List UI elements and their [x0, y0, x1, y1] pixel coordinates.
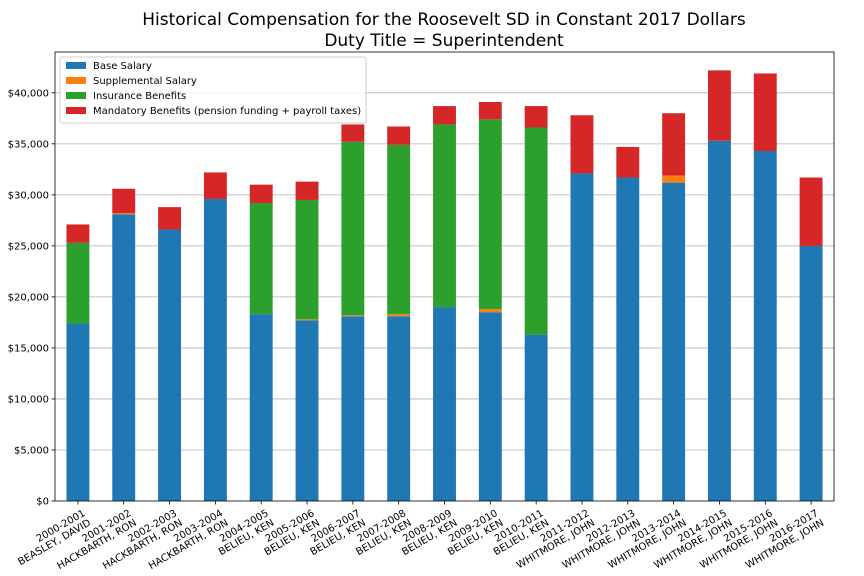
bar-segment — [707, 140, 731, 501]
bar-segment — [249, 184, 273, 204]
legend: Base Salary Supplemental Salary Insurance … — [59, 56, 367, 124]
legend-swatch — [66, 62, 86, 69]
bars — [66, 70, 823, 502]
y-tick-label: $5,000 — [14, 445, 49, 456]
bar-segment — [387, 316, 411, 501]
bar-segment — [341, 315, 365, 317]
bar-segment — [387, 126, 411, 145]
bar-segment — [433, 106, 456, 125]
legend-label: Base Salary — [93, 61, 152, 72]
bar-segment — [387, 314, 411, 317]
bar-segment — [478, 309, 502, 313]
legend-label: Mandatory Benefits (pension funding + pa… — [93, 106, 361, 117]
bar-segment — [524, 334, 548, 501]
bar-segment — [295, 320, 319, 501]
bar-segment — [341, 124, 365, 142]
chart-subtitle: Duty Title = Superintendent — [324, 31, 564, 51]
legend-label: Insurance Benefits — [93, 91, 186, 102]
bar-segment — [433, 307, 456, 501]
bar-segment — [341, 316, 365, 501]
legend-swatch — [66, 92, 86, 99]
bar-segment — [341, 141, 365, 316]
bar-segment — [707, 70, 731, 141]
y-tick-label: $15,000 — [8, 343, 49, 354]
bar-segment — [295, 181, 319, 200]
bar-segment — [66, 323, 90, 501]
chart-title: Historical Compensation for the Roosevel… — [142, 10, 746, 30]
bar-segment — [158, 207, 182, 230]
bar-segment — [112, 213, 136, 215]
bar-segment — [662, 182, 686, 502]
y-tick-label: $30,000 — [8, 190, 49, 201]
bar-segment — [433, 124, 456, 308]
bar-segment — [799, 245, 823, 501]
bar-segment — [387, 144, 411, 315]
y-tick-label: $40,000 — [8, 88, 49, 99]
bar-segment — [662, 113, 686, 176]
y-tick-label: $20,000 — [8, 292, 49, 303]
bar-segment — [524, 127, 548, 335]
legend-label: Supplemental Salary — [93, 76, 197, 87]
bar-segment — [249, 203, 273, 315]
y-tick-label: $25,000 — [8, 241, 49, 252]
legend-swatch — [66, 107, 86, 114]
bar-segment — [478, 312, 502, 501]
bar-segment — [799, 177, 823, 246]
bar-segment — [478, 102, 502, 120]
bar-segment — [616, 177, 640, 501]
bar-segment — [249, 314, 273, 501]
bar-segment — [66, 242, 90, 324]
bar-segment — [203, 172, 227, 199]
bar-segment — [66, 224, 90, 243]
legend-frame — [59, 56, 367, 124]
bar-segment — [295, 319, 319, 321]
bar-segment — [478, 119, 502, 310]
bar-segment — [158, 229, 182, 502]
bar-segment — [112, 214, 136, 502]
bar-segment — [524, 106, 548, 128]
bar-segment — [753, 150, 777, 502]
bar-segment — [295, 199, 319, 320]
bar-segment — [570, 115, 594, 174]
bar-segment — [616, 146, 640, 178]
y-tick-label: $10,000 — [8, 394, 49, 405]
y-tick-label: $0 — [36, 497, 49, 508]
bar-segment — [753, 73, 777, 151]
bar-segment — [662, 175, 686, 183]
bar-segment — [570, 173, 594, 502]
y-tick-label: $35,000 — [8, 139, 49, 150]
legend-swatch — [66, 77, 86, 84]
bar-segment — [203, 198, 227, 502]
bar-segment — [112, 188, 136, 214]
